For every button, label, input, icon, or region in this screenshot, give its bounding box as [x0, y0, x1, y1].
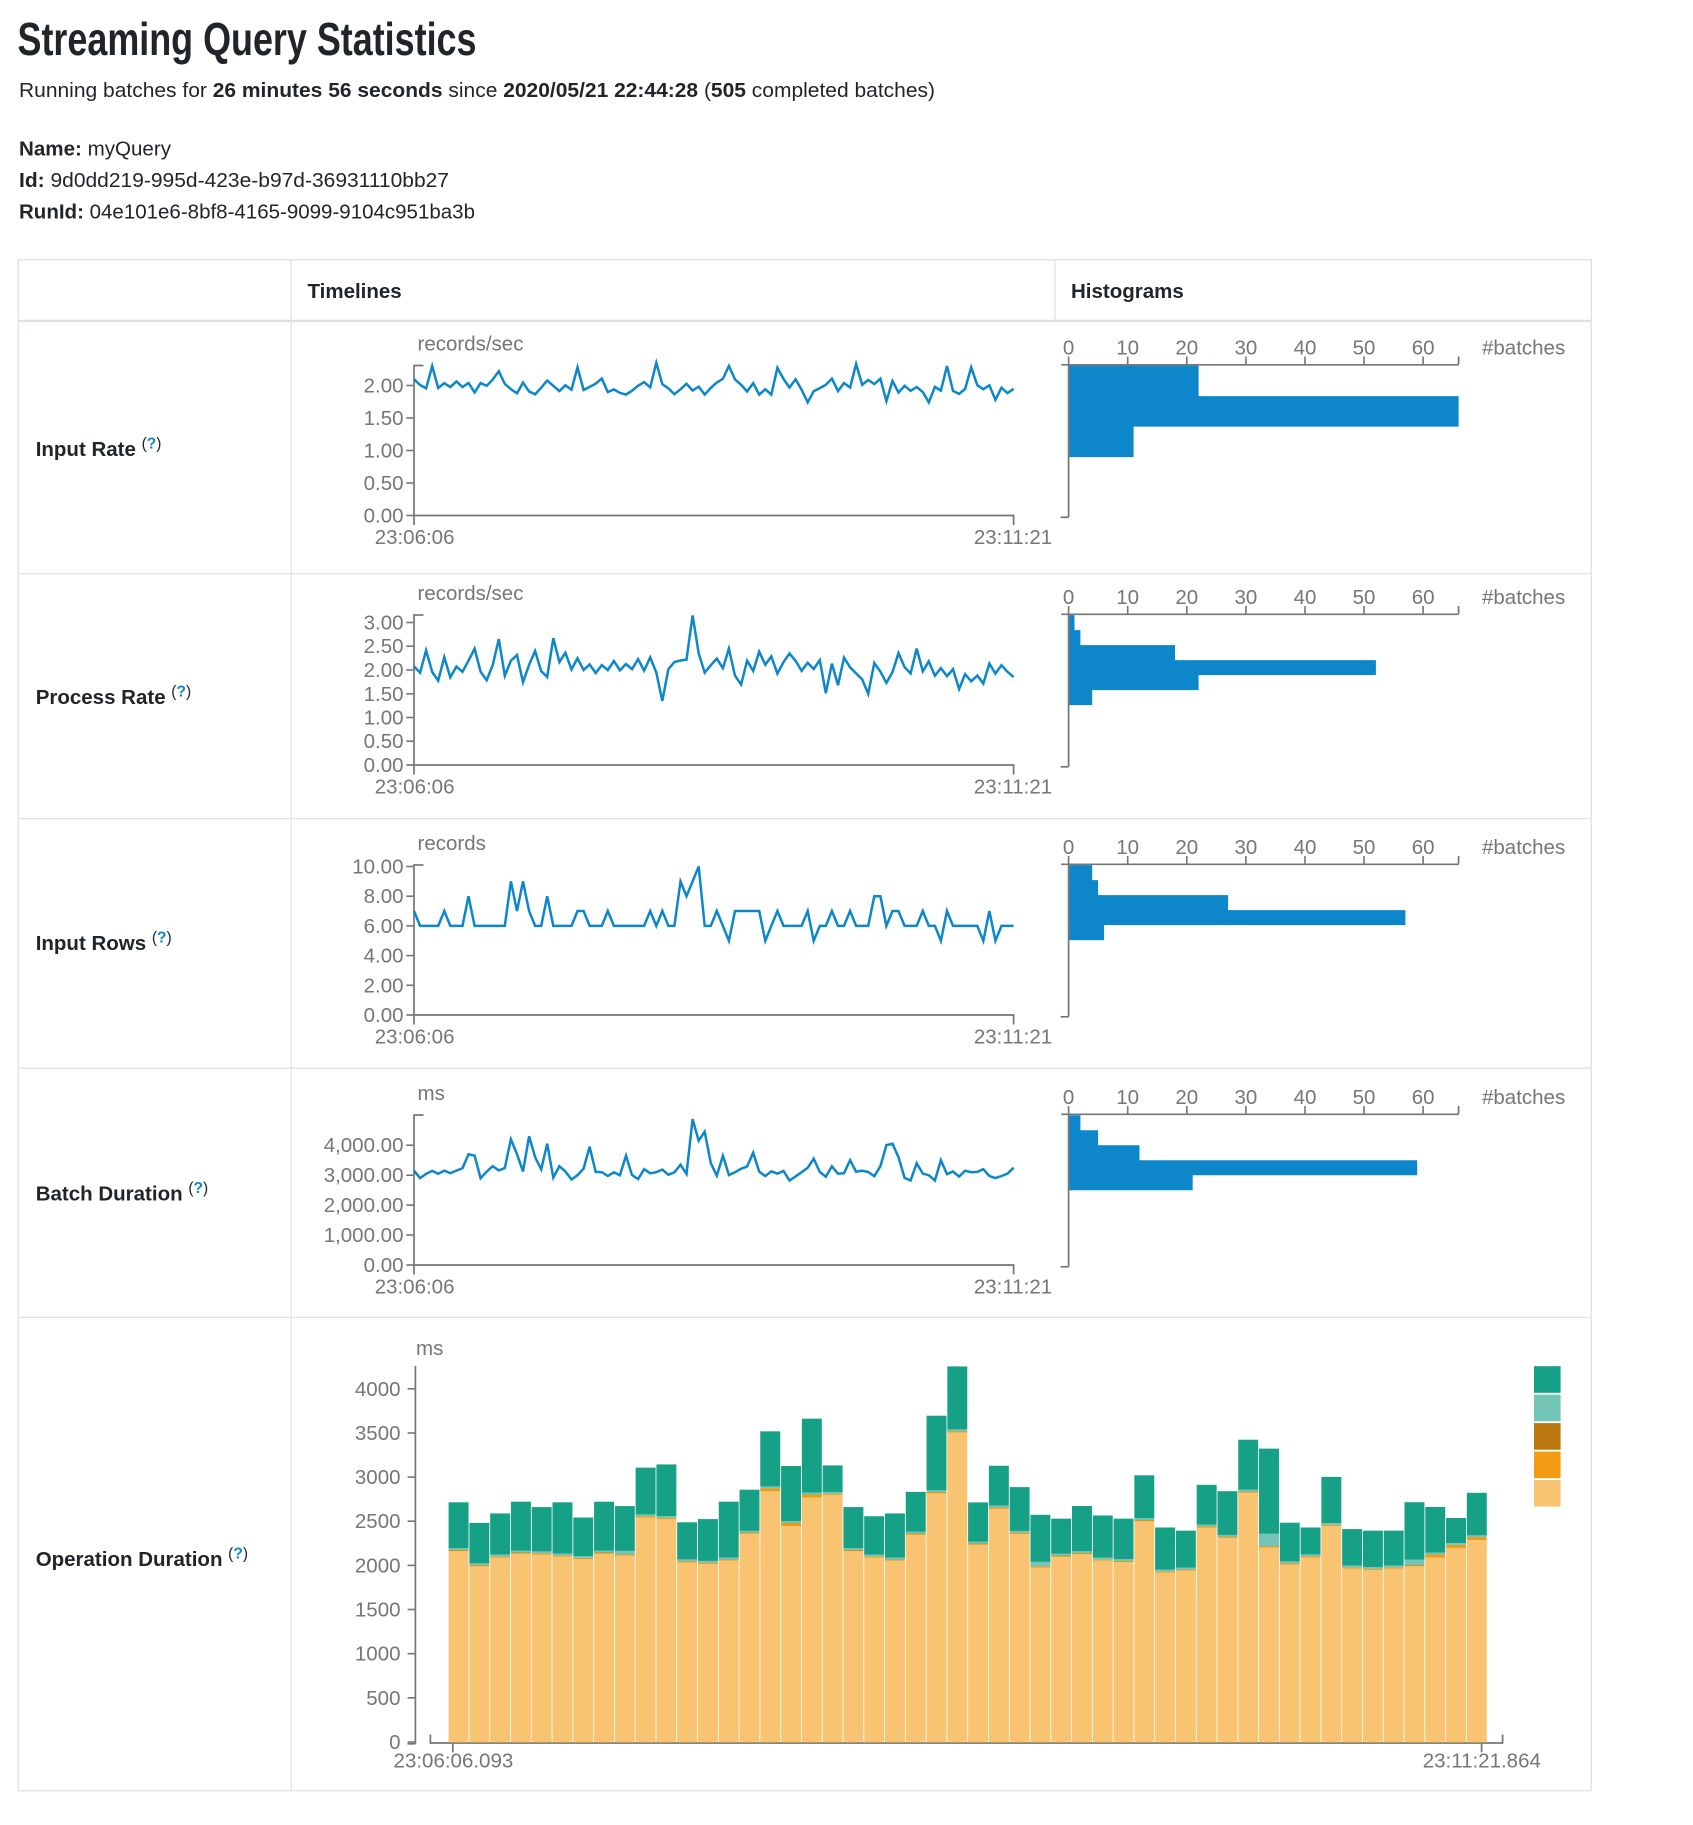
svg-text:20: 20 [1175, 1086, 1198, 1109]
svg-text:records/sec: records/sec [418, 582, 524, 605]
svg-text:2500: 2500 [355, 1510, 401, 1533]
svg-text:#batches: #batches [1482, 337, 1565, 360]
svg-text:#batches: #batches [1482, 586, 1565, 609]
svg-text:2,000.00: 2,000.00 [324, 1194, 404, 1217]
svg-text:30: 30 [1234, 1086, 1257, 1109]
svg-text:0: 0 [1063, 836, 1074, 859]
svg-text:6.00: 6.00 [364, 915, 404, 938]
svg-text:500: 500 [366, 1687, 400, 1710]
svg-text:2.50: 2.50 [364, 635, 404, 658]
svg-text:50: 50 [1353, 337, 1376, 360]
svg-text:40: 40 [1294, 836, 1317, 859]
svg-text:60: 60 [1412, 836, 1435, 859]
svg-text:0.00: 0.00 [364, 1004, 404, 1027]
svg-text:ms: ms [418, 1082, 445, 1105]
svg-text:records/sec: records/sec [418, 332, 524, 355]
svg-text:2000: 2000 [355, 1554, 401, 1577]
svg-text:50: 50 [1353, 836, 1376, 859]
svg-text:4.00: 4.00 [364, 945, 404, 968]
svg-text:Batch Duration (?): Batch Duration (?) [36, 1180, 208, 1206]
svg-text:4000: 4000 [355, 1378, 401, 1401]
svg-text:4,000.00: 4,000.00 [324, 1134, 404, 1157]
svg-text:3,000.00: 3,000.00 [324, 1164, 404, 1187]
svg-text:20: 20 [1175, 337, 1198, 360]
svg-text:0.00: 0.00 [364, 505, 404, 528]
svg-text:Timelines: Timelines [308, 280, 402, 303]
svg-text:23:11:21.864: 23:11:21.864 [1423, 1749, 1541, 1772]
svg-text:10.00: 10.00 [352, 856, 403, 879]
svg-text:60: 60 [1412, 586, 1435, 609]
svg-text:3000: 3000 [355, 1466, 401, 1489]
svg-text:ms: ms [416, 1337, 443, 1360]
svg-text:3500: 3500 [355, 1422, 401, 1445]
svg-text:23:11:21: 23:11:21 [974, 776, 1052, 799]
svg-text:50: 50 [1353, 586, 1376, 609]
svg-text:40: 40 [1294, 337, 1317, 360]
svg-text:20: 20 [1175, 586, 1198, 609]
svg-text:1,000.00: 1,000.00 [324, 1224, 404, 1247]
svg-text:0: 0 [1063, 1086, 1074, 1109]
svg-text:Name: myQuery: Name: myQuery [19, 137, 172, 160]
svg-text:1500: 1500 [355, 1599, 401, 1622]
svg-text:8.00: 8.00 [364, 885, 404, 908]
svg-text:23:06:06: 23:06:06 [375, 526, 455, 549]
svg-text:3.00: 3.00 [364, 612, 404, 635]
svg-text:30: 30 [1234, 586, 1257, 609]
svg-text:Id: 9d0dd219-995d-423e-b97d-36: Id: 9d0dd219-995d-423e-b97d-36931110bb27 [19, 169, 449, 192]
svg-text:Histograms: Histograms [1071, 280, 1184, 303]
svg-text:Input Rows (?): Input Rows (?) [36, 929, 172, 955]
svg-text:30: 30 [1234, 836, 1257, 859]
svg-text:1.00: 1.00 [364, 707, 404, 730]
svg-text:40: 40 [1294, 1086, 1317, 1109]
svg-text:10: 10 [1116, 586, 1139, 609]
svg-text:2.00: 2.00 [364, 659, 404, 682]
svg-text:40: 40 [1294, 586, 1317, 609]
svg-text:23:11:21: 23:11:21 [974, 526, 1052, 549]
svg-text:1.00: 1.00 [364, 440, 404, 463]
svg-text:20: 20 [1175, 836, 1198, 859]
svg-text:#batches: #batches [1482, 836, 1565, 859]
svg-text:23:06:06.093: 23:06:06.093 [394, 1749, 514, 1772]
svg-text:23:11:21: 23:11:21 [974, 1276, 1052, 1299]
svg-text:0: 0 [1063, 586, 1074, 609]
svg-text:1.50: 1.50 [364, 407, 404, 430]
svg-text:50: 50 [1353, 1086, 1376, 1109]
svg-text:#batches: #batches [1482, 1086, 1565, 1109]
svg-text:0.50: 0.50 [364, 730, 404, 753]
svg-text:Process Rate (?): Process Rate (?) [36, 683, 191, 709]
svg-text:Operation Duration (?): Operation Duration (?) [36, 1546, 248, 1572]
svg-text:0: 0 [1063, 337, 1074, 360]
svg-text:2.00: 2.00 [364, 375, 404, 398]
svg-text:30: 30 [1234, 337, 1257, 360]
svg-text:10: 10 [1116, 337, 1139, 360]
svg-text:2.00: 2.00 [364, 974, 404, 997]
svg-text:60: 60 [1412, 1086, 1435, 1109]
svg-text:23:06:06: 23:06:06 [375, 1276, 455, 1299]
svg-text:0.00: 0.00 [364, 754, 404, 777]
svg-text:Streaming Query Statistics: Streaming Query Statistics [18, 13, 477, 65]
svg-text:1000: 1000 [355, 1643, 401, 1666]
svg-text:0.50: 0.50 [364, 472, 404, 495]
svg-text:RunId: 04e101e6-8bf8-4165-9099: RunId: 04e101e6-8bf8-4165-9099-9104c951b… [19, 200, 475, 223]
svg-text:23:06:06: 23:06:06 [375, 1026, 455, 1049]
svg-text:records: records [418, 832, 486, 855]
svg-text:60: 60 [1412, 337, 1435, 360]
svg-text:1.50: 1.50 [364, 683, 404, 706]
svg-text:10: 10 [1116, 1086, 1139, 1109]
svg-text:10: 10 [1116, 836, 1139, 859]
svg-text:23:06:06: 23:06:06 [375, 776, 455, 799]
svg-text:0.00: 0.00 [364, 1254, 404, 1277]
svg-text:Running batches for 26 minutes: Running batches for 26 minutes 56 second… [19, 79, 935, 102]
svg-text:23:11:21: 23:11:21 [974, 1026, 1052, 1049]
